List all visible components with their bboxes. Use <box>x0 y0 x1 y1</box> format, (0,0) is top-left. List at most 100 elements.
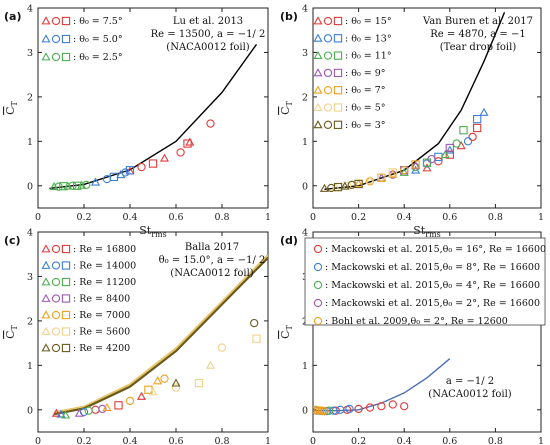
legend-marker <box>333 16 343 26</box>
y-axis-label-main: C <box>4 106 17 114</box>
x-tick-label: 0 <box>310 212 316 223</box>
legend-marker <box>41 244 51 253</box>
x-axis-label-main: St <box>413 224 426 237</box>
data-point <box>473 123 482 133</box>
x-axis-label: Strms <box>139 224 166 239</box>
data-point <box>114 401 123 410</box>
data-point <box>365 175 375 184</box>
x-tick-label: 1 <box>538 212 544 223</box>
data-point <box>82 180 91 190</box>
data-point <box>171 378 181 387</box>
data-point <box>206 119 215 128</box>
y-tick-label: 1 <box>302 361 308 372</box>
data-point <box>176 148 185 157</box>
x-tick-label: 0.2 <box>351 436 366 445</box>
y-tick-label: 0 <box>27 405 33 416</box>
panel-label: (d) <box>280 234 298 247</box>
x-tick-label: 0.4 <box>122 212 137 223</box>
data-point <box>354 179 363 189</box>
legend-label: : θ₀ = 5.0° <box>73 34 123 45</box>
chart-panel-1: 0 0.2 0.4 0.6 0.8 1 0 1 2 3 4 Strms CT (a): θ₀ = 7.5°… <box>4 4 271 240</box>
y-axis-label-sub: T <box>285 100 294 106</box>
legend-marker <box>51 277 61 287</box>
legend-marker <box>41 52 51 61</box>
y-tick-label: 1 <box>27 361 33 372</box>
data-point <box>51 408 61 417</box>
data-point <box>388 400 397 409</box>
data-point <box>315 406 324 415</box>
legend-marker <box>323 120 333 129</box>
data-point <box>440 149 450 159</box>
data-point <box>445 145 455 154</box>
legend-marker <box>61 310 71 320</box>
y-tick-label: 1 <box>302 137 308 148</box>
annotation-text: (NACA0012 foil) <box>166 42 249 53</box>
data-point <box>148 159 158 168</box>
data-point <box>61 410 71 419</box>
legend-marker <box>41 293 51 302</box>
legend-label: : Re = 4200 <box>73 343 130 354</box>
data-point <box>473 114 482 124</box>
legend-label: : Re = 16800 <box>73 244 136 255</box>
data-point <box>388 169 398 178</box>
legend-marker <box>61 52 71 62</box>
x-tick-label: 0.6 <box>442 436 457 445</box>
data-point <box>121 168 130 177</box>
legend-label: : Re = 7000 <box>73 310 130 321</box>
legend-marker <box>61 294 71 303</box>
data-point <box>102 402 112 411</box>
legend-marker <box>313 50 323 60</box>
y-axis-label: CT <box>4 100 19 114</box>
legend-marker <box>313 298 323 308</box>
data-point <box>456 141 466 150</box>
y-axis-label: CT <box>4 324 19 338</box>
x-tick-label: 0.2 <box>351 212 366 223</box>
y-tick-label: 2 <box>27 316 33 327</box>
data-point <box>153 376 163 385</box>
legend-marker <box>51 294 61 303</box>
data-point <box>388 168 397 177</box>
panel-label: (c) <box>4 234 21 247</box>
legend-label: : Re = 14000 <box>73 261 136 272</box>
legend-marker <box>323 103 333 112</box>
legend-marker <box>51 52 61 62</box>
y-tick-label: 1 <box>27 137 33 148</box>
data-points <box>51 318 261 419</box>
y-tick-label: 4 <box>302 4 308 15</box>
x-tick-label: 0.6 <box>168 212 183 223</box>
legend-marker <box>323 86 333 95</box>
x-tick-label: 1 <box>538 436 544 445</box>
y-axis-label: CT <box>279 324 294 338</box>
legend-marker <box>313 16 323 25</box>
legend-label: : Re = 8400 <box>73 294 130 305</box>
data-point <box>98 404 107 414</box>
y-tick-label: 2 <box>302 92 308 103</box>
legend-marker <box>333 34 343 43</box>
legend-label: : Mackowski et al. 2015,θ₀ = 4°, Re = 16… <box>325 280 540 291</box>
y-axis-label-main: C <box>4 330 17 338</box>
legend-marker <box>313 85 323 94</box>
legend-label: : Re = 11200 <box>73 277 136 288</box>
legend-box <box>304 237 546 326</box>
data-point <box>434 157 443 166</box>
legend-marker <box>333 86 343 95</box>
legend-marker <box>313 280 323 290</box>
data-point <box>377 172 386 182</box>
legend-marker <box>41 343 51 352</box>
x-tick-label: 0.4 <box>397 212 412 223</box>
y-tick-label: 4 <box>302 228 308 239</box>
y-tick-label: 4 <box>27 228 33 239</box>
legend-label: : θ₀ = 3° <box>345 120 386 131</box>
legend-marker <box>61 16 71 26</box>
data-point <box>399 167 409 176</box>
legend-marker <box>333 68 343 78</box>
data-point <box>479 107 489 116</box>
data-point <box>377 402 386 411</box>
plot-frame <box>37 7 269 209</box>
plot-frame <box>312 7 542 209</box>
legend-marker <box>313 244 323 254</box>
legend-label: : θ₀ = 9° <box>345 68 386 79</box>
